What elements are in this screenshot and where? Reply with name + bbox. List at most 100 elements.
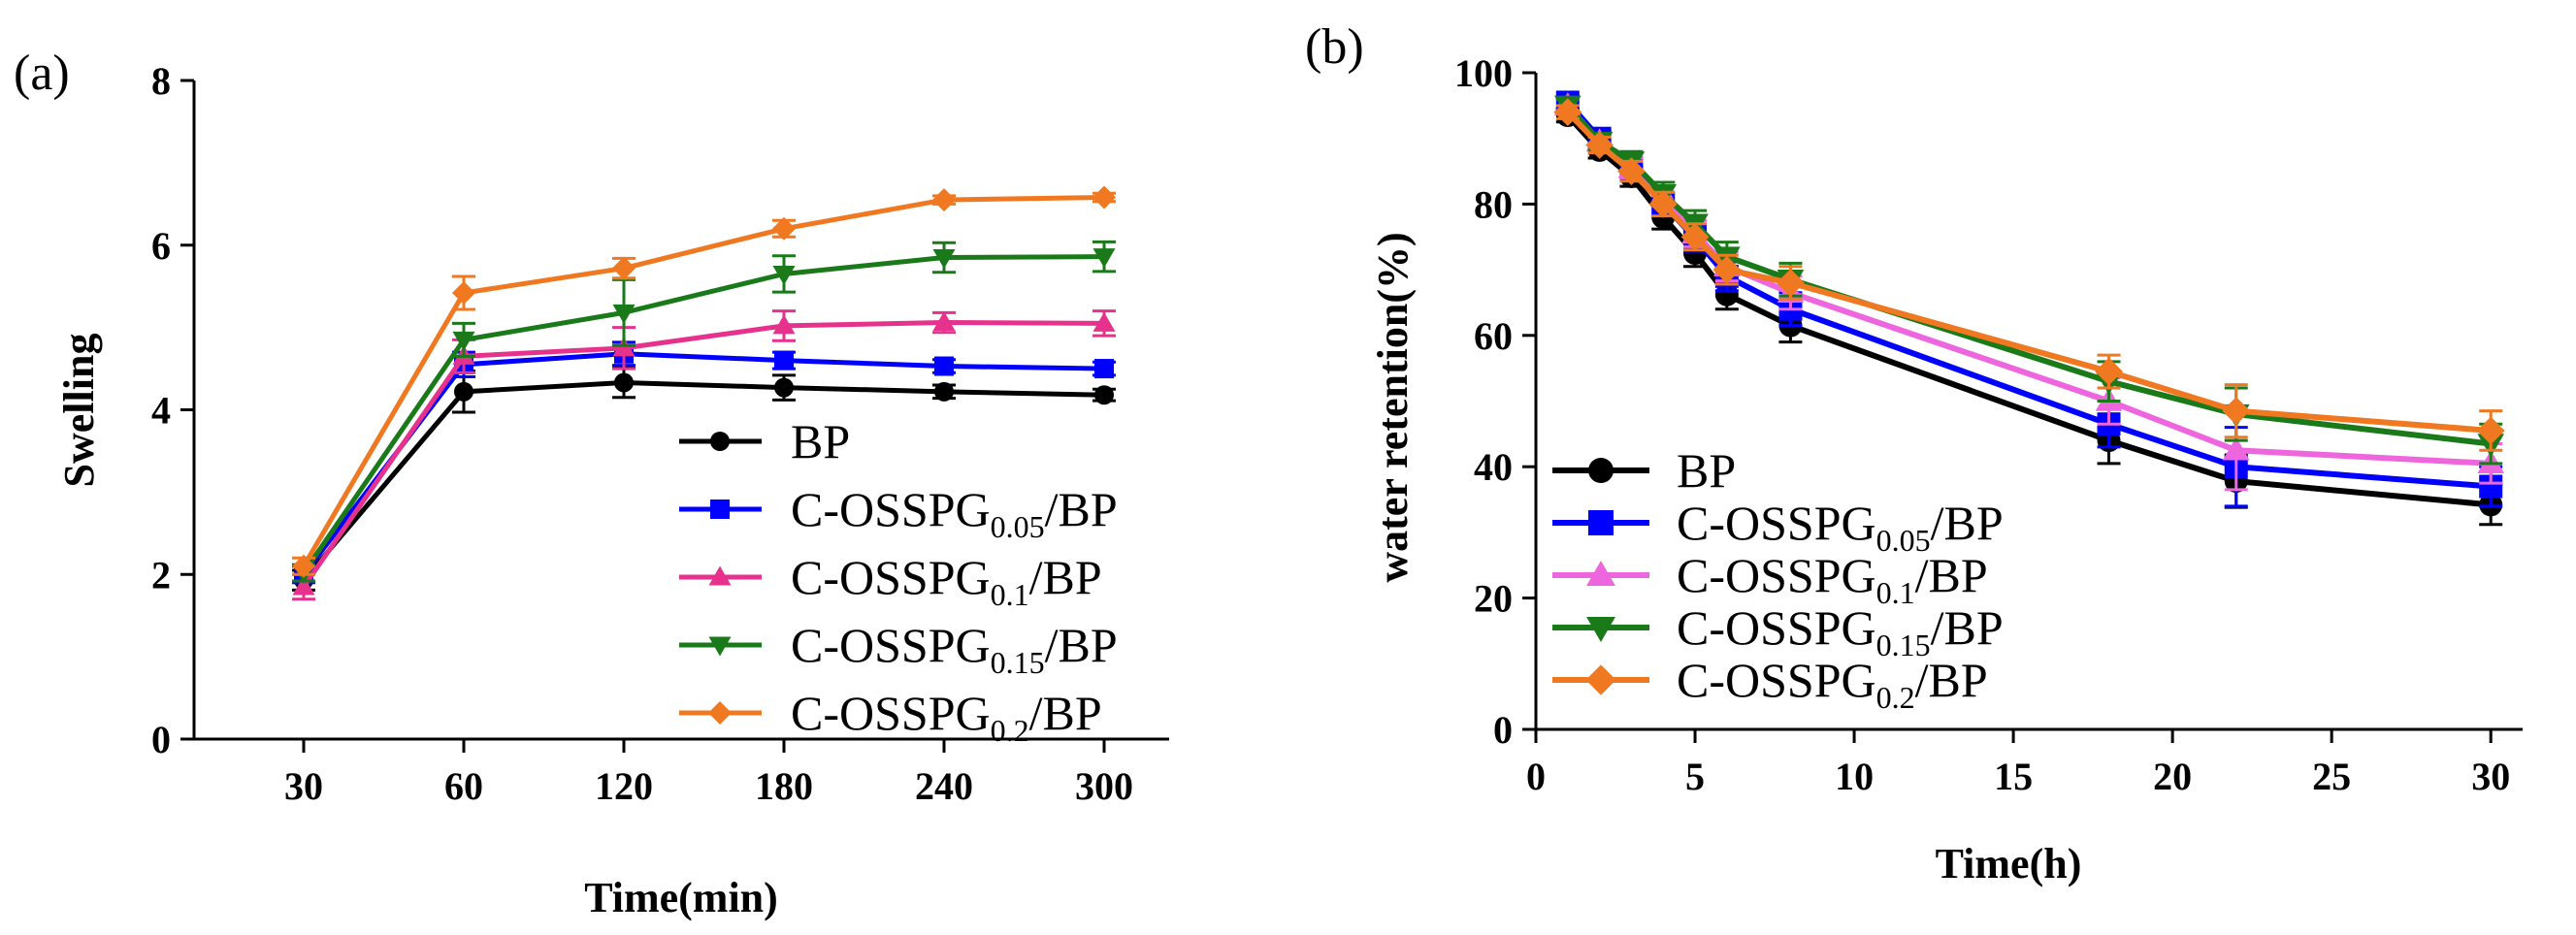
panel-label: (b) (1305, 19, 1364, 75)
data-point (774, 350, 794, 371)
legend-marker (708, 565, 732, 586)
data-point (454, 381, 473, 402)
y-tick-label: 8 (151, 59, 171, 103)
data-point (1092, 248, 1116, 269)
legend-entry: BP (1552, 443, 1736, 498)
y-tick-label: 2 (151, 553, 171, 596)
legend-marker (710, 500, 730, 519)
data-point (932, 188, 956, 212)
panel-b-chart: (b) 0 20 40 60 80 100 0 5 10 15 20 25 30 Time(h) water … (1305, 19, 2523, 887)
legend-entry: C-OSSPG0.15/BP (679, 618, 1118, 680)
data-point (1553, 98, 1582, 127)
data-point (614, 372, 634, 393)
data-point (452, 331, 475, 351)
x-tick-label: 5 (1685, 755, 1705, 798)
series-4 (292, 185, 1116, 578)
data-point (2476, 416, 2505, 445)
data-point (932, 248, 956, 269)
panel-label: (a) (14, 46, 70, 101)
series-line (1565, 113, 2492, 508)
legend-marker (1586, 561, 1615, 587)
x-tick-label: 15 (1994, 755, 2033, 798)
data-point (772, 216, 796, 241)
legend-entry: C-OSSPG0.05/BP (679, 482, 1118, 544)
data-point (772, 265, 796, 285)
y-tick-label: 60 (1474, 314, 1513, 358)
x-tick-label: 180 (755, 764, 813, 808)
x-axis-title: Time(min) (584, 874, 778, 921)
legend-label: C-OSSPG0.2/BP (1677, 653, 1988, 715)
y-tick-label: 20 (1474, 577, 1513, 621)
data-point (932, 311, 956, 332)
legend-marker (710, 432, 730, 451)
y-tick-label: 40 (1474, 445, 1513, 489)
series-line (1565, 110, 2492, 434)
y-tick-label: 0 (151, 718, 171, 761)
x-tick-label: 300 (1075, 764, 1133, 808)
data-point (1714, 282, 1739, 306)
x-tick-label: 240 (915, 764, 973, 808)
data-point (1094, 359, 1114, 379)
data-point (292, 554, 315, 578)
y-tick-label: 80 (1474, 182, 1513, 226)
legend-label: C-OSSPG0.1/BP (1677, 548, 1988, 610)
series-line (302, 351, 1105, 576)
data-point (934, 381, 954, 402)
x-tick-label: 0 (1526, 755, 1546, 798)
data-point (612, 304, 636, 324)
y-tick-label: 6 (151, 224, 171, 268)
data-point (1585, 131, 1614, 159)
data-point (452, 280, 475, 305)
data-point (1777, 269, 1805, 298)
data-point (2222, 397, 2251, 426)
legend: BP C-OSSPG0.05/BPC-OSSPG0.1/BPC-OSSPG0.15… (679, 414, 1118, 748)
series-line (301, 254, 1105, 574)
series-line (301, 195, 1105, 568)
y-axis-title: Swelling (55, 334, 103, 488)
data-point (2222, 436, 2250, 461)
legend-label: C-OSSPG0.1/BP (791, 550, 1102, 612)
legend-marker (708, 636, 732, 657)
legend-entry: C-OSSPG0.15/BP (1552, 600, 2004, 662)
data-point (774, 377, 794, 398)
data-point (772, 314, 796, 335)
data-point (1094, 385, 1114, 405)
legend-entry: C-OSSPG0.1/BP (1552, 548, 1988, 610)
legend-marker (1586, 616, 1615, 642)
y-tick-label: 100 (1454, 51, 1513, 95)
data-point (1712, 255, 1742, 284)
legend-marker (1588, 458, 1614, 483)
y-axis-title: water retention(%) (1369, 232, 1417, 582)
data-point (1092, 185, 1116, 210)
legend-entry: C-OSSPG0.1/BP (679, 550, 1102, 612)
x-tick-label: 120 (595, 764, 653, 808)
legend-marker (1585, 664, 1616, 695)
data-point (2095, 357, 2123, 386)
data-point (292, 575, 315, 596)
series-line (1565, 103, 2492, 447)
series-4 (1553, 98, 2505, 452)
x-tick-label: 30 (284, 764, 323, 808)
series-line (302, 379, 1105, 582)
legend: BPC-OSSPG0.05/BPC-OSSPG0.1/BPC-OSSPG0.15… (1552, 443, 2004, 715)
legend-label: C-OSSPG0.05/BP (791, 482, 1118, 544)
legend-label: BP (791, 414, 850, 468)
series-2 (292, 309, 1116, 601)
y-tick-label: 4 (151, 389, 171, 433)
legend-entry: BP (679, 414, 850, 468)
legend-entry: C-OSSPG0.2/BP (679, 686, 1102, 748)
legend-entry: C-OSSPG0.2/BP (1552, 653, 1988, 715)
x-tick-label: 10 (1835, 755, 1874, 798)
data-point (612, 256, 636, 280)
legend-label: BP (1677, 443, 1736, 498)
series-0 (292, 366, 1116, 592)
series-3 (1554, 95, 2504, 466)
legend-entry: C-OSSPG0.05/BP (1552, 496, 2004, 558)
legend-label: C-OSSPG0.2/BP (791, 686, 1102, 748)
panel-a-chart: (a) 0 2 4 6 8 30 60 120 180 240 300 Time(min) Swellin… (14, 46, 1169, 921)
data-point (1617, 157, 1646, 185)
legend-label: C-OSSPG0.05/BP (1677, 496, 2004, 558)
x-tick-label: 30 (2471, 755, 2510, 798)
data-point (1092, 311, 1116, 332)
